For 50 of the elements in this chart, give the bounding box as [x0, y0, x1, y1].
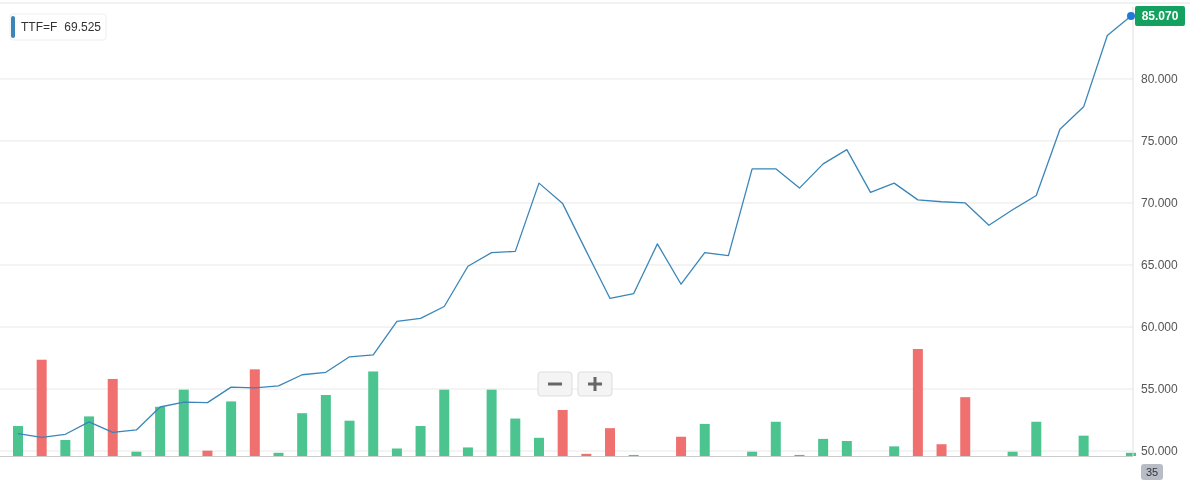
y-tick-label: 75.000	[1141, 133, 1179, 148]
bar	[13, 426, 23, 456]
bar	[178, 389, 189, 456]
bar	[320, 395, 331, 456]
bar	[1007, 451, 1018, 456]
bar	[936, 444, 947, 456]
bar	[84, 416, 95, 456]
bar	[344, 420, 355, 456]
bar	[818, 438, 829, 456]
bar	[841, 441, 852, 456]
bar	[912, 349, 923, 456]
y-tick-label: 70.000	[1141, 195, 1179, 210]
bar	[439, 389, 450, 456]
bar	[462, 447, 473, 456]
bar	[676, 436, 687, 456]
bar	[699, 423, 710, 456]
bar	[60, 439, 71, 456]
bar	[391, 448, 402, 456]
bar	[249, 369, 260, 456]
text: 35	[1145, 466, 1159, 478]
bar	[155, 406, 166, 456]
bar	[605, 428, 616, 456]
bar	[1078, 435, 1089, 456]
bar	[36, 359, 47, 456]
y-tick-label: 80.000	[1141, 71, 1179, 86]
bar	[747, 451, 758, 456]
y-tick-label: 60.000	[1141, 320, 1179, 335]
bar	[368, 371, 379, 456]
bar	[960, 397, 971, 456]
y-tick-label: 50.000	[1141, 444, 1179, 459]
bar	[770, 421, 781, 456]
bar	[1031, 421, 1042, 456]
bar	[297, 413, 308, 456]
y-tick-label: 65.000	[1141, 257, 1179, 272]
text: 85.070	[1141, 9, 1179, 24]
bar	[415, 426, 426, 456]
bar	[581, 453, 592, 456]
y-tick-label: 55.000	[1141, 382, 1179, 397]
bar	[273, 452, 284, 456]
bar	[131, 451, 142, 456]
legend-label: TTF=F	[21, 20, 58, 34]
bar	[107, 378, 118, 456]
bar	[486, 389, 497, 456]
bar	[202, 450, 213, 456]
bar	[889, 446, 900, 456]
bar	[557, 409, 568, 456]
bar	[510, 418, 521, 456]
annotation: 69.525	[64, 20, 102, 34]
bar	[226, 401, 237, 456]
bar	[533, 437, 544, 456]
